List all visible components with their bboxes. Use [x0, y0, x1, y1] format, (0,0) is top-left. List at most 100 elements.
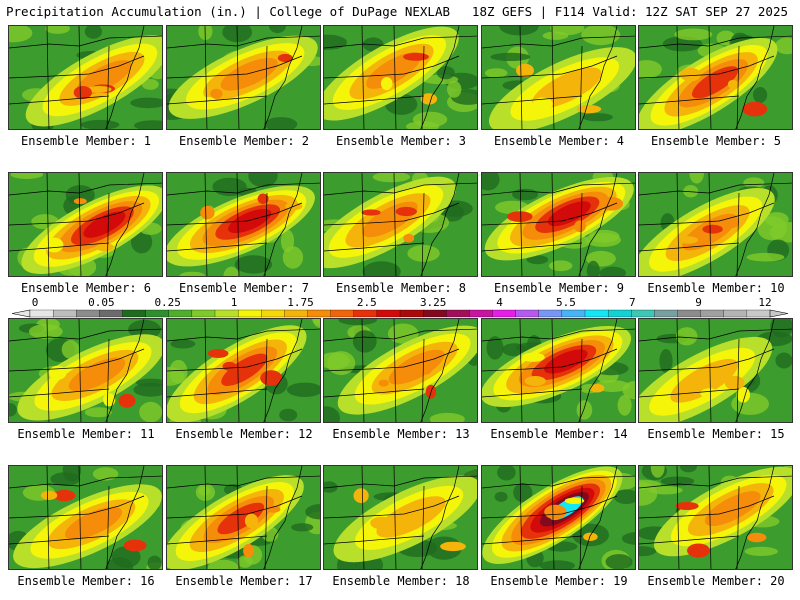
precip-cell	[516, 63, 534, 78]
colorbar-tick-label: 2.5	[357, 296, 377, 309]
colorbar-swatch	[330, 309, 355, 318]
precip-cell	[243, 543, 255, 558]
ensemble-member-label: Ensemble Member: 20	[647, 574, 785, 588]
state-border	[639, 495, 775, 519]
precip-cell	[48, 365, 67, 380]
ensemble-member-label: Ensemble Member: 8	[335, 281, 467, 295]
precip-blob	[147, 555, 162, 569]
precip-blob	[775, 37, 792, 55]
precip-blob	[338, 319, 377, 326]
precip-blob	[494, 491, 508, 502]
chart-title: Precipitation Accumulation (in.) | Colle…	[6, 4, 451, 19]
state-border	[420, 173, 460, 276]
state-border	[393, 26, 397, 129]
precip-blob	[223, 266, 240, 276]
precip-blob	[372, 173, 411, 183]
state-border	[393, 319, 397, 422]
precip-cell	[577, 105, 602, 114]
state-border	[736, 338, 740, 422]
precip-blob	[139, 401, 162, 422]
state-border	[639, 348, 775, 372]
precip-cell	[257, 193, 269, 205]
precip-band	[76, 60, 132, 96]
precip-cell	[86, 86, 112, 93]
precip-blob	[744, 546, 778, 556]
colorbar-swatch	[168, 309, 193, 318]
ensemble-member-map	[638, 318, 793, 423]
colorbar-swatch	[122, 309, 147, 318]
precip-blob	[775, 352, 792, 369]
precip-cell	[742, 101, 768, 117]
state-border	[167, 495, 303, 519]
precip-band	[704, 491, 761, 527]
precip-blob	[613, 489, 635, 504]
ensemble-member-label: Ensemble Member: 16	[17, 574, 155, 588]
precip-blob	[581, 26, 621, 46]
precip-blob	[167, 367, 185, 386]
colorbar-tick-label: 0	[32, 296, 39, 309]
precip-blob	[513, 483, 533, 503]
precip-cell	[440, 541, 466, 552]
precip-cell	[574, 220, 586, 233]
state-border	[639, 242, 740, 252]
precip-blob	[576, 400, 593, 420]
ensemble-member-map	[323, 318, 478, 423]
state-border	[676, 173, 680, 276]
colorbar-swatch	[237, 309, 262, 318]
ensemble-member-label: Ensemble Member: 1	[20, 134, 152, 148]
ensemble-member-map	[166, 318, 321, 423]
state-border	[482, 328, 635, 342]
state-border	[639, 388, 740, 398]
state-border	[708, 26, 712, 129]
state-border	[579, 485, 583, 569]
state-border	[519, 466, 523, 569]
precip-blob	[429, 412, 465, 422]
colorbar-swatch	[677, 309, 702, 318]
precip-cell	[222, 361, 237, 371]
precip-band	[532, 67, 602, 109]
precip-cell	[395, 206, 417, 217]
state-border	[9, 182, 162, 196]
state-border	[579, 192, 583, 276]
precip-blob	[61, 340, 80, 359]
precip-band	[388, 349, 445, 385]
ensemble-member-map	[166, 25, 321, 130]
precip-cell	[532, 97, 553, 111]
precip-cell	[378, 379, 389, 387]
precip-blob	[526, 255, 549, 265]
ensemble-member-map	[481, 25, 636, 130]
state-border	[393, 173, 397, 276]
state-border	[78, 173, 82, 276]
state-border	[736, 192, 740, 276]
state-border	[676, 26, 680, 129]
precip-blob	[327, 351, 356, 376]
precip-blob	[170, 339, 196, 349]
precip-cell	[370, 516, 393, 530]
precip-cell	[244, 513, 259, 529]
precip-band	[366, 52, 421, 89]
precip-band	[228, 208, 272, 234]
precip-blob	[291, 523, 314, 532]
precip-blob	[436, 66, 455, 80]
precip-cell	[700, 388, 719, 399]
state-border	[324, 328, 477, 342]
precip-cell	[521, 352, 545, 362]
state-border	[204, 26, 208, 129]
state-border	[482, 182, 635, 196]
state-border	[736, 485, 740, 569]
ensemble-member-map	[481, 465, 636, 570]
state-border	[9, 495, 145, 519]
colorbar-swatch	[284, 309, 308, 318]
precip-band	[376, 496, 446, 538]
ensemble-member-map	[166, 465, 321, 570]
state-border	[578, 319, 618, 422]
state-border	[676, 466, 680, 569]
colorbar-tick-label: 1	[231, 296, 238, 309]
ensemble-member-map	[166, 172, 321, 277]
precip-blob	[324, 406, 340, 422]
precip-cell	[589, 383, 605, 393]
ensemble-member-map	[481, 318, 636, 423]
colorbar-tick-label: 4	[496, 296, 503, 309]
precip-blob	[305, 504, 320, 520]
precip-blob	[84, 407, 112, 418]
